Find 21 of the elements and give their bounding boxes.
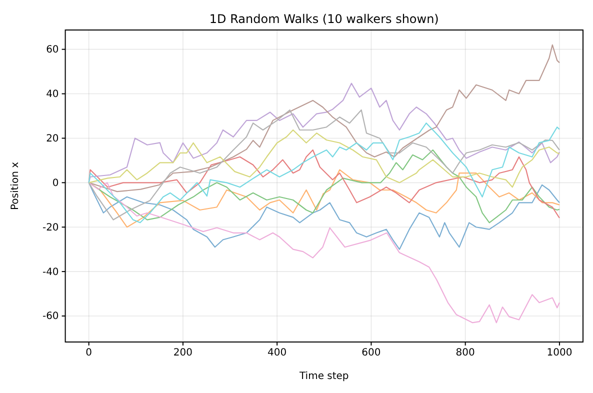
y-tick-label: 40 [46, 88, 59, 100]
x-tick-label: 0 [86, 348, 92, 359]
x-tick-label: 1000 [546, 348, 572, 359]
y-tick-label: -20 [42, 222, 59, 234]
y-tick-label: 60 [46, 44, 59, 56]
line-series [88, 182, 560, 250]
y-tick-label: -40 [42, 266, 59, 278]
y-tick-label: 20 [46, 133, 59, 144]
y-axis-title: Position x [10, 162, 21, 210]
line-series [88, 82, 560, 184]
x-axis-title: Time step [298, 371, 349, 382]
line-series [88, 44, 560, 192]
x-tick-label: 600 [362, 348, 381, 359]
line-series [88, 182, 560, 324]
line-series [88, 129, 560, 188]
y-tick-label: 0 [52, 178, 59, 189]
chart-title: 1D Random Walks (10 walkers shown) [209, 12, 439, 26]
y-tick-label: -60 [42, 311, 59, 322]
x-tick-label: 200 [173, 348, 193, 359]
x-tick-label: 400 [268, 348, 287, 359]
x-tick-label: 800 [456, 348, 475, 359]
